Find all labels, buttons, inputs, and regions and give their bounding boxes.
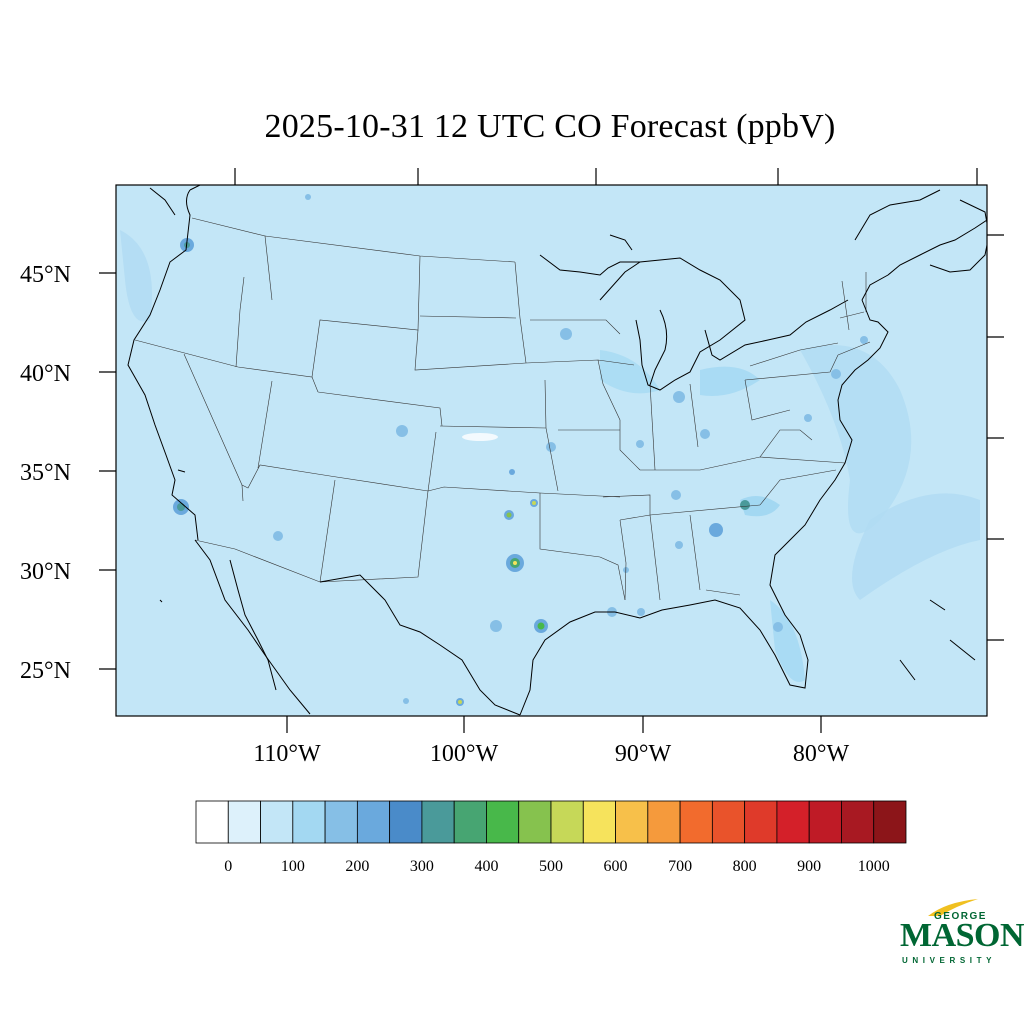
lon-label-110w: 110°W	[253, 741, 321, 767]
colorbar-swatch	[776, 800, 810, 844]
colorbar-label: 1000	[858, 858, 890, 875]
colorbar-label: 200	[345, 858, 369, 875]
lat-label-40n: 40°N	[20, 361, 71, 387]
colorbar-swatch	[550, 800, 584, 844]
logo-swoosh-icon	[928, 899, 978, 916]
colorbar-label: 400	[474, 858, 498, 875]
tick-marks	[99, 168, 1004, 733]
colorbar-swatch	[615, 800, 649, 844]
colorbar-label: 500	[539, 858, 563, 875]
colorbar-label: 300	[410, 858, 434, 875]
colorbar-label: 600	[604, 858, 628, 875]
lon-label-90w: 90°W	[615, 741, 672, 767]
colorbar-label: 700	[668, 858, 692, 875]
lat-label-25n: 25°N	[20, 658, 71, 684]
colorbar-swatch	[744, 800, 778, 844]
longitude-labels: 110°W 100°W 90°W 80°W	[253, 741, 849, 767]
logo-mason-text: MASON	[900, 917, 1024, 954]
colorbar-swatch	[389, 800, 423, 844]
colorbar-swatch	[518, 800, 552, 844]
colorbar-swatch	[647, 800, 681, 844]
colorbar-swatch	[227, 800, 261, 844]
colorbar-swatch	[841, 800, 875, 844]
colorbar-swatch	[808, 800, 842, 844]
colorbar-swatch	[486, 800, 520, 844]
logo-george-text: GEORGE	[934, 911, 987, 922]
colorbar	[195, 800, 907, 844]
colorbar-label: 100	[281, 858, 305, 875]
colorbar-swatch	[711, 800, 746, 844]
colorbar-swatch	[679, 800, 713, 844]
colorbar-swatch	[421, 800, 455, 844]
colorbar-label: 900	[797, 858, 821, 875]
lat-label-30n: 30°N	[20, 559, 71, 585]
colorbar-labels: 0 100 200 300 400 500 600 700 800 900 1000	[224, 858, 889, 875]
colorbar-swatch	[260, 800, 294, 844]
colorbar-label: 800	[733, 858, 757, 875]
map-frame	[115, 184, 988, 717]
map-title: 2025-10-31 12 UTC CO Forecast (ppbV)	[264, 108, 836, 145]
latitude-labels: 45°N 40°N 35°N 30°N 25°N	[20, 262, 71, 684]
george-mason-logo: GEORGE MASON UNIVERSITY	[898, 898, 1024, 968]
colorbar-swatch	[324, 800, 358, 844]
colorbar-swatch	[453, 800, 487, 844]
lon-label-100w: 100°W	[430, 741, 499, 767]
colorbar-swatch	[292, 800, 326, 844]
colorbar-swatch	[356, 800, 391, 844]
lon-label-80w: 80°W	[793, 741, 850, 767]
colorbar-swatch	[582, 800, 616, 844]
coastlines	[127, 185, 987, 716]
colorbar-swatch	[195, 800, 229, 844]
colorbar-swatch	[873, 800, 907, 844]
logo-university-text: UNIVERSITY	[902, 956, 997, 965]
lat-label-35n: 35°N	[20, 460, 71, 486]
colorbar-label: 0	[224, 858, 232, 875]
lat-label-45n: 45°N	[20, 262, 71, 288]
concentration-field	[120, 194, 980, 706]
